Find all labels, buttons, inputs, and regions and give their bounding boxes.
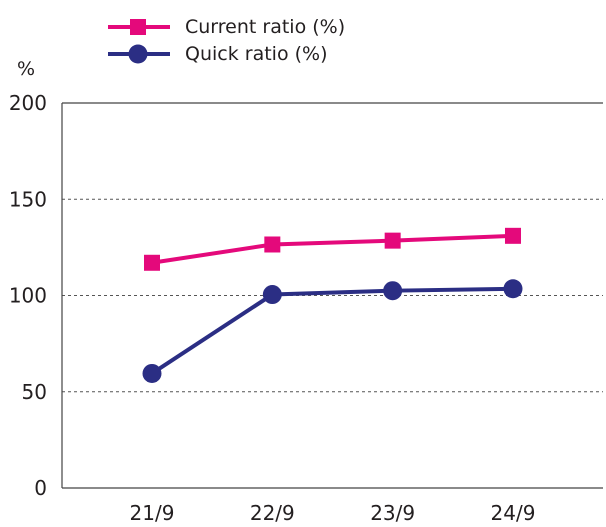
x-tick-label: 23/9: [370, 501, 415, 525]
x-tick-label: 24/9: [491, 501, 536, 525]
grid-layer: [62, 102, 603, 393]
x-tick-label: 22/9: [250, 501, 295, 525]
series-layer: [142, 227, 523, 383]
data-point-square: [144, 254, 160, 271]
legend-swatch-circle: [128, 44, 148, 64]
x-tick-label: 21/9: [130, 501, 175, 525]
legend: Current ratio (%) Quick ratio (%): [108, 16, 345, 65]
data-point-square: [384, 232, 401, 249]
axes-layer: [61, 103, 603, 489]
data-point-square: [264, 236, 281, 253]
y-tick-label: 150: [9, 187, 47, 211]
y-tick-label: 100: [9, 284, 47, 308]
legend-item-0: Current ratio (%): [108, 16, 345, 38]
data-point-circle: [142, 363, 162, 383]
legend-item-1: Quick ratio (%): [108, 43, 328, 65]
data-point-square: [504, 227, 521, 244]
x-tick-labels: 21/9 22/9 23/9 24/9: [130, 501, 536, 525]
y-tick-label: 0: [34, 476, 47, 500]
y-tick-label: 200: [9, 91, 47, 115]
legend-swatch-square: [130, 19, 146, 35]
series-1: [142, 279, 523, 383]
series-0: [144, 227, 521, 271]
y-unit-label: %: [17, 58, 35, 80]
legend-label: Current ratio (%): [185, 16, 345, 38]
data-point-circle: [383, 281, 403, 301]
data-point-circle: [503, 279, 523, 299]
series-line: [151, 233, 514, 265]
legend-label: Quick ratio (%): [185, 43, 328, 65]
y-tick-label: 50: [22, 380, 47, 404]
data-point-circle: [262, 285, 282, 305]
series-line: [150, 286, 514, 376]
y-tick-labels: 0 50 100 150 200: [9, 91, 47, 500]
